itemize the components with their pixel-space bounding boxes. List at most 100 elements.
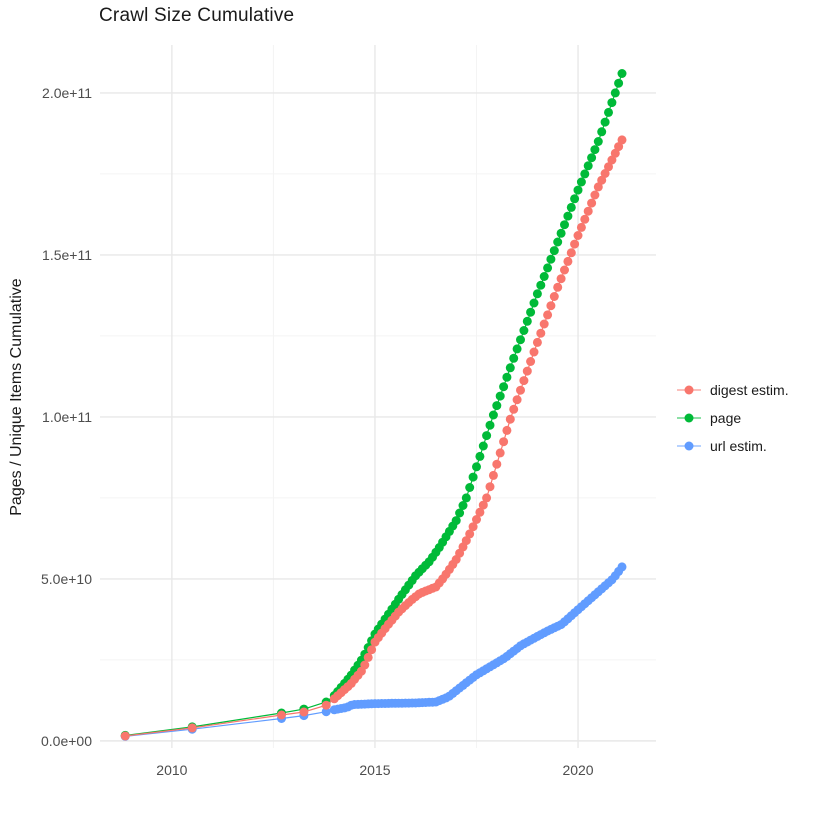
- data-point: [576, 177, 586, 187]
- data-point: [512, 344, 522, 354]
- data-point: [485, 482, 495, 492]
- data-point: [614, 142, 624, 152]
- data-point: [529, 298, 539, 308]
- data-point: [614, 78, 624, 88]
- legend-key-icon: [677, 413, 701, 422]
- data-point: [573, 185, 583, 195]
- series-digest-estim-: [120, 135, 627, 741]
- y-tick-label: 0.0e+00: [41, 732, 92, 749]
- data-point: [458, 501, 468, 510]
- data-point: [499, 382, 509, 392]
- x-tick-label: 2020: [562, 762, 594, 778]
- data-point: [566, 248, 576, 258]
- data-point: [566, 202, 576, 212]
- data-point: [482, 431, 492, 441]
- data-point: [539, 319, 549, 329]
- data-point: [472, 515, 481, 524]
- data-point: [495, 391, 505, 401]
- data-point: [478, 500, 488, 510]
- data-point: [360, 660, 370, 670]
- data-point: [546, 301, 556, 311]
- data-point: [610, 148, 620, 158]
- data-point: [468, 522, 478, 532]
- data-point: [488, 470, 498, 480]
- data-point: [522, 316, 532, 326]
- legend-key-icon: [677, 441, 701, 450]
- data-point: [617, 135, 627, 145]
- data-point: [526, 307, 536, 317]
- data-point: [120, 731, 130, 741]
- data-point: [522, 366, 532, 376]
- data-point: [509, 353, 519, 363]
- data-point: [573, 231, 583, 240]
- data-point: [553, 237, 563, 247]
- data-point: [529, 347, 539, 357]
- data-point: [536, 328, 546, 338]
- data-point: [495, 448, 505, 458]
- data-point: [570, 239, 580, 249]
- data-point: [536, 280, 546, 290]
- data-point: [519, 326, 529, 335]
- data-point: [492, 401, 502, 411]
- data-point: [556, 228, 566, 238]
- data-point: [505, 363, 515, 373]
- data-point: [492, 459, 502, 469]
- data-point: [475, 507, 485, 517]
- data-point: [475, 451, 485, 461]
- legend-item-page: page: [676, 408, 789, 427]
- data-point: [468, 472, 478, 482]
- data-point: [563, 256, 573, 266]
- data-point: [461, 536, 471, 546]
- data-point: [590, 145, 600, 155]
- data-point: [553, 282, 563, 292]
- data-point: [187, 723, 197, 733]
- data-point: [583, 161, 593, 171]
- data-point: [590, 190, 600, 200]
- data-point: [546, 254, 556, 264]
- data-point: [509, 404, 519, 414]
- data-point: [604, 107, 613, 117]
- data-point: [587, 153, 597, 163]
- legend-item-label: digest estim.: [710, 381, 789, 398]
- data-point: [465, 483, 475, 492]
- data-point: [488, 410, 498, 420]
- data-point: [451, 516, 461, 526]
- data-point: [543, 310, 553, 320]
- data-point: [597, 127, 607, 137]
- x-tick-label: 2015: [359, 762, 391, 778]
- series-url-estim-: [120, 562, 627, 741]
- data-point: [580, 214, 590, 224]
- data-point: [526, 357, 536, 366]
- data-point: [502, 372, 512, 382]
- data-point: [482, 493, 492, 503]
- data-point: [610, 88, 620, 98]
- data-point: [321, 700, 331, 710]
- data-point: [593, 137, 603, 146]
- data-point: [516, 335, 525, 345]
- data-point: [617, 562, 627, 572]
- data-point: [532, 289, 542, 299]
- data-point: [299, 707, 309, 717]
- data-point: [465, 529, 475, 539]
- data-point: [617, 69, 627, 78]
- legend: digest estim. page url estim.: [676, 380, 789, 455]
- data-point: [539, 272, 549, 281]
- data-point: [580, 169, 590, 179]
- data-point: [321, 707, 331, 717]
- data-point: [461, 493, 471, 503]
- data-point: [455, 508, 465, 518]
- data-point: [583, 206, 593, 216]
- data-point: [543, 263, 553, 273]
- data-point: [607, 155, 617, 165]
- data-point: [549, 246, 559, 256]
- data-point: [570, 194, 580, 204]
- data-point: [576, 222, 586, 232]
- y-tick-label: 1.0e+11: [42, 408, 92, 425]
- data-point: [478, 441, 488, 451]
- data-point: [607, 98, 617, 108]
- data-point: [560, 220, 569, 230]
- data-point: [505, 414, 515, 424]
- data-point: [604, 162, 613, 172]
- data-point: [485, 420, 495, 430]
